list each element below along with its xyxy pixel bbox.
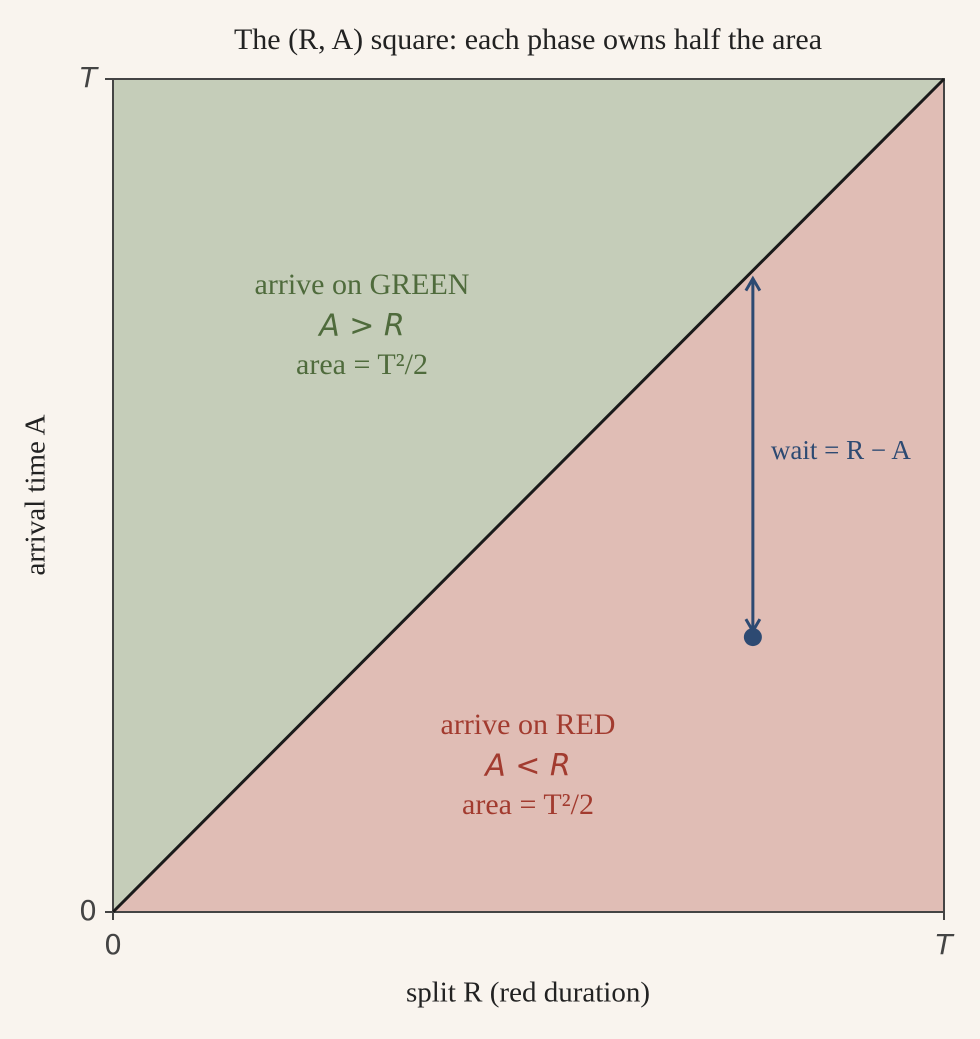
y-tick-label: 0 bbox=[79, 894, 97, 927]
chart-title: The (R, A) square: each phase owns half … bbox=[234, 23, 822, 56]
region-label: area = T²/2 bbox=[296, 348, 428, 381]
point bbox=[743, 628, 762, 647]
arrow-head-top bbox=[744, 275, 762, 292]
region-label: A > R bbox=[317, 309, 405, 344]
y-tick-label: T bbox=[80, 61, 99, 94]
region-label: arrive on GREEN bbox=[255, 268, 470, 301]
wait-label: wait = R − A bbox=[771, 435, 911, 465]
x-tick-label: T bbox=[935, 928, 954, 961]
region-label: A < R bbox=[483, 749, 571, 784]
region-label: area = T²/2 bbox=[462, 788, 594, 821]
x-axis-label: split R (red duration) bbox=[406, 977, 650, 1009]
diagonal bbox=[111, 77, 946, 914]
y-axis-label: arrival time A bbox=[20, 414, 52, 575]
region-label: arrive on RED bbox=[441, 708, 616, 741]
plot-frame bbox=[112, 78, 945, 913]
x-tick-label: 0 bbox=[104, 928, 122, 961]
